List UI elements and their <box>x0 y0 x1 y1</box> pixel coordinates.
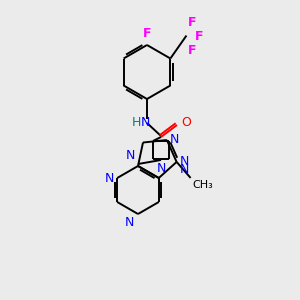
Text: N: N <box>180 163 189 176</box>
Text: N: N <box>156 162 166 175</box>
Text: F: F <box>194 30 203 43</box>
Text: N: N <box>126 149 135 162</box>
Text: H: H <box>131 116 141 128</box>
Text: N: N <box>170 133 179 146</box>
Text: N: N <box>124 216 134 229</box>
Text: N: N <box>140 116 150 128</box>
Text: N: N <box>180 155 189 168</box>
Text: N: N <box>105 172 114 184</box>
Text: CH₃: CH₃ <box>193 180 213 190</box>
Text: F: F <box>143 27 151 40</box>
Text: F: F <box>188 44 196 57</box>
Text: O: O <box>181 116 191 130</box>
Text: F: F <box>188 16 196 28</box>
